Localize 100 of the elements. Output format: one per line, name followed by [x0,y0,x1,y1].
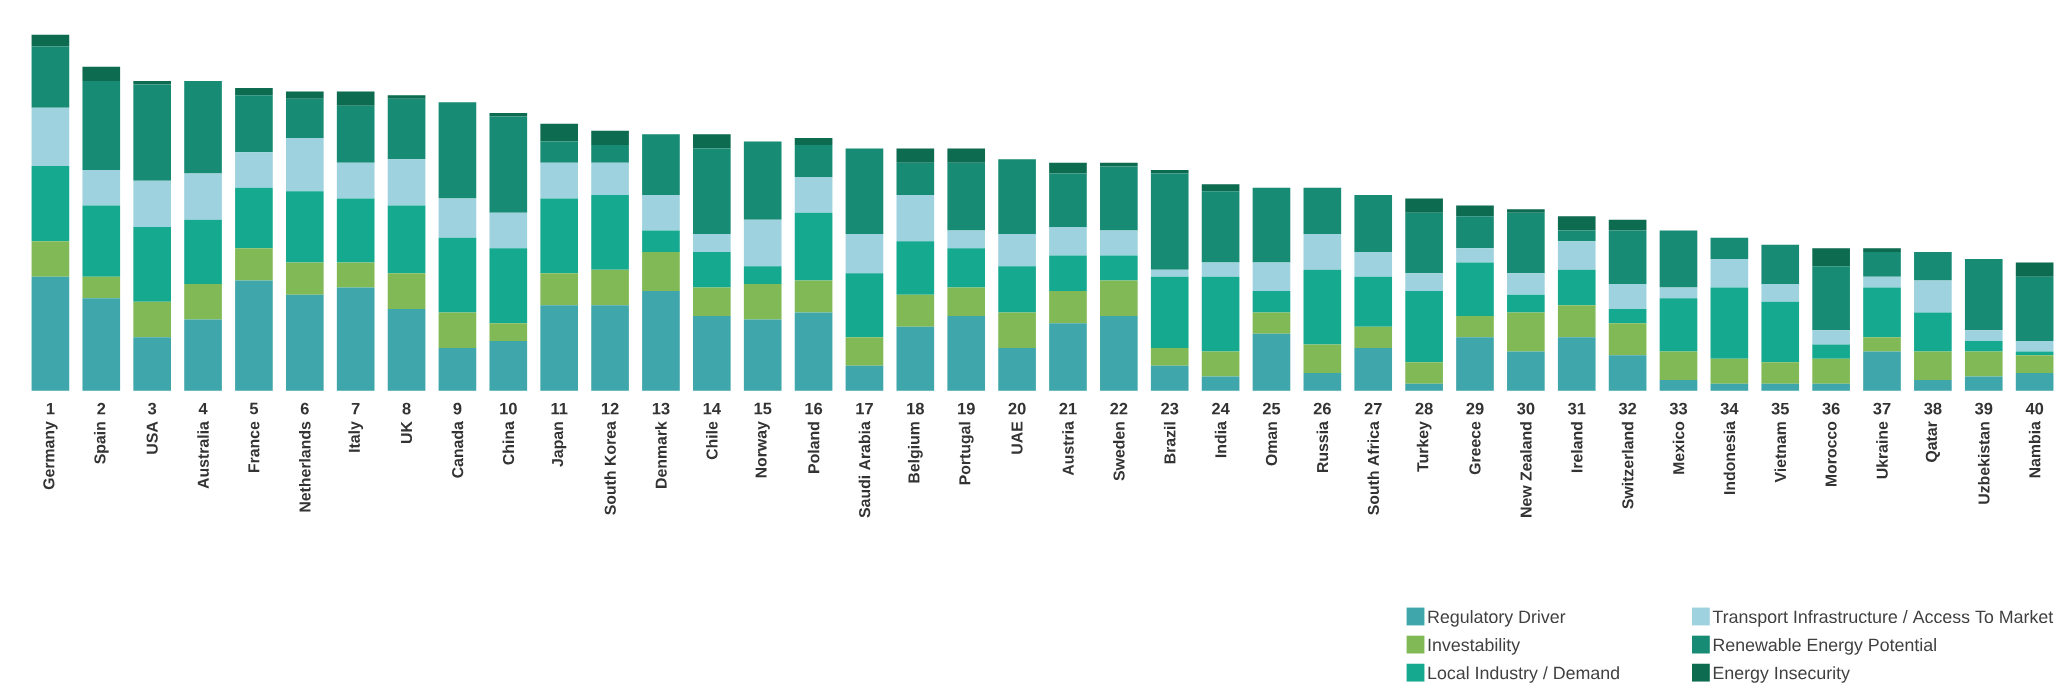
bar [693,148,731,234]
bar [1914,312,1952,352]
x-tick-label: Brazil [1163,422,1176,463]
text: 2 [97,402,106,415]
bar [1507,273,1545,295]
bar [1354,347,1393,391]
bar [1812,330,1850,345]
bar [642,290,680,391]
bar [184,80,222,174]
bar [896,240,935,295]
bar [845,273,884,338]
bar [387,159,426,206]
x-tick-label: Denmark [655,420,667,488]
bar [1150,276,1189,348]
bar [642,230,680,252]
bar [133,180,171,227]
bar [438,102,477,199]
x-tick-label: Nambia [2028,420,2041,478]
bar [591,194,629,270]
bar [1812,344,1850,359]
x-tick-label: UK [401,421,413,443]
bar [235,187,273,249]
bar [1608,322,1647,355]
bar [2015,340,2054,352]
legend-label: Renewable Energy Potential [1713,637,1936,655]
bar [82,169,121,206]
legend-label: Energy Insecurity [1713,665,1850,683]
text: 29 [1466,402,1484,415]
text: 20 [1008,402,1026,415]
bar [1863,287,1901,338]
bar [896,294,935,327]
text: 7 [351,402,360,415]
bar [235,248,273,281]
x-tick-label: India [1214,420,1227,457]
bar [82,297,121,391]
bar [184,283,222,320]
bar [1049,322,1087,391]
bar [1252,187,1291,263]
bar [235,280,273,391]
text: 36 [1822,402,1840,415]
x-tick-label: Uzbekistan [1977,421,1990,504]
text: 11 [551,402,568,415]
bar [845,365,884,391]
bar [1710,258,1749,288]
bar [336,91,375,106]
x-tick-label: Portugal [958,422,974,485]
text: 16 [805,402,823,415]
bar [2015,354,2054,373]
bar [285,98,324,138]
bar [489,212,528,249]
text: 3 [147,402,157,415]
text: 22 [1110,402,1128,415]
bar [1150,365,1189,391]
bar [693,134,731,149]
bar [794,144,833,177]
x-tick-label: Ireland [1570,421,1583,472]
bar [1557,240,1596,270]
bar [184,173,222,220]
bar [1201,262,1240,277]
bar [1252,333,1291,391]
bar [591,130,629,145]
text: 30 [1517,402,1535,415]
bar [845,148,884,234]
bar [591,144,629,163]
x-tick-label: Spain [93,421,109,464]
bar [1812,383,1850,391]
bar [1507,208,1545,213]
bar [896,162,935,195]
bar [2015,276,2054,341]
bar [31,107,70,166]
bar [285,294,324,391]
text: 31 [1567,402,1586,415]
bar [438,237,477,313]
bar [82,205,121,277]
bar [947,315,986,391]
x-tick-label: France [248,421,260,472]
text: 34 [1720,402,1739,415]
text: 39 [1974,402,1993,415]
x-tick-label: Greece [1469,421,1481,474]
x-tick-label: Italy [348,421,364,452]
bar [1303,344,1342,373]
bar [1914,280,1952,313]
bar [1863,251,1901,277]
bar [285,137,324,192]
bar [1863,351,1901,391]
bar [336,198,375,263]
text: 24 [1212,402,1230,415]
text: 8 [402,402,411,415]
text: 17 [856,402,873,415]
bar [1049,255,1087,291]
bar [1507,294,1545,313]
bar [1608,283,1647,309]
text: 28 [1415,402,1433,415]
bar [743,283,782,320]
bar [133,84,171,181]
x-tick-label: Qatar [1925,421,1940,462]
bar [693,233,731,252]
legend-label: Regulatory Driver [1428,609,1566,627]
bar [1303,233,1342,270]
text: 9 [453,402,462,415]
